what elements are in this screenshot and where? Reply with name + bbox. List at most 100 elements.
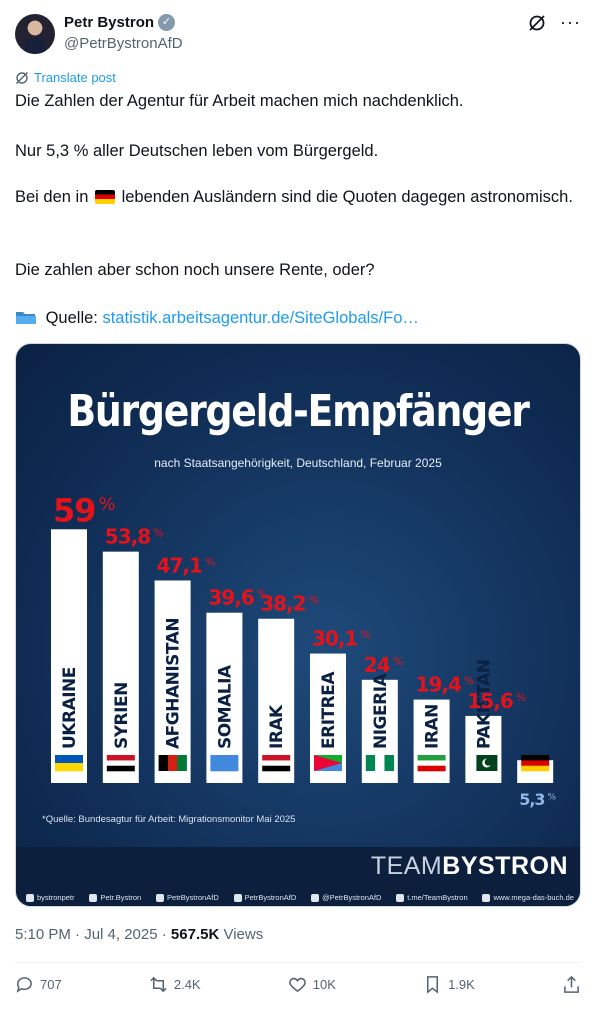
unit-label-afghanistan: % [205,555,215,568]
country-label-irak: IRAK [267,704,287,749]
country-label-ukraine: UKRAINE [60,667,80,749]
avatar[interactable] [15,14,55,54]
value-label-iran: 19,4 [416,673,461,697]
flag-irak-stripe-2 [262,765,291,772]
flag-afghanistan-stripe-1 [167,755,178,771]
paragraph3-after: lebenden Ausländern sind die Quoten dage… [121,188,573,206]
verified-badge-icon[interactable]: ✓ [158,14,176,31]
country-label-somalia: SOMALIA [215,664,235,749]
tweet-paragraph-1: Die Zahlen der Agentur für Arbeit machen… [15,92,464,110]
flag-irak-stripe-1 [262,760,291,767]
name-row: Petr Bystron ✓ [64,14,176,31]
share-button[interactable] [562,975,581,994]
bar-pakistan [465,715,502,783]
facebook-icon [26,893,34,902]
flag-nigeria-stripe-1 [375,755,385,771]
heart-icon [288,977,306,993]
bar-afghanistan [154,580,191,783]
views-count: 567.5K [170,926,220,943]
repost-button[interactable]: 2.4K [149,975,201,994]
reply-count: 707 [40,977,62,992]
flag-ukraine-stripe-0 [55,755,83,764]
social-telegram: t.me/TeamBystron [396,893,468,902]
value-label-ukraine: 59 [53,491,96,529]
unit-label-somalia: % [257,588,267,601]
flag-afghanistan-stripe-2 [177,755,187,771]
social-facebook: bystronpetr [26,893,75,902]
flag-deutschland-stripe-0 [521,755,550,761]
repost-icon [150,976,167,993]
divider-top [15,962,581,963]
handle[interactable]: @PetrBystronAfD [64,35,183,52]
instagram-icon [89,893,98,902]
book-icon [482,893,491,902]
action-bar: 707 2.4K 10K 1.9K [15,975,581,994]
value-label-nigeria: 24 [364,653,390,677]
unit-label-eritrea: % [360,629,370,642]
translate-label[interactable]: Translate post [34,70,116,85]
source-label: Quelle: [45,309,98,327]
tweet-paragraph-3: Bei den in lebenden Ausländern sind die … [15,186,575,209]
flag-pakistan-white [469,755,477,771]
unit-label-nigeria: % [393,655,403,668]
tiktok-icon [311,893,320,902]
flag-ukraine-stripe-1 [55,763,83,772]
media-image[interactable]: Bürgergeld-Empfänger nach Staatsangehöri… [15,343,581,907]
flag-eritrea-triangle [314,755,342,771]
bar-somalia [206,612,243,783]
chart-source-note: *Quelle: Bundesagtur für Arbeit: Migrati… [42,814,296,825]
brand-bold: BYSTRON [442,852,568,880]
value-label-somalia: 39,6 [208,586,253,610]
flag-nigeria-stripe-2 [384,755,395,771]
translate-post[interactable]: Translate post [15,70,116,85]
unit-label-deutschland: % [548,792,557,802]
social-x: PetrBystronAfD [156,893,219,902]
reply-icon [16,977,32,993]
tweet-paragraph-4: Die zahlen aber schon noch unsere Rente,… [15,261,375,279]
unit-label-syrien: % [153,527,163,540]
flag-deutschland-stripe-2 [521,765,550,772]
display-name[interactable]: Petr Bystron [64,14,155,31]
timestamp[interactable]: 5:10 PM · Jul 4, 2025 · [15,926,167,943]
bookmark-count: 1.9K [448,977,475,992]
flag-irak-stripe-0 [262,755,291,761]
value-label-pakistan: 15,6 [467,689,512,713]
chart-subtitle: nach Staatsangehörigkeit, Deutschland, F… [154,456,442,470]
country-label-afghanistan: AFGHANISTAN [164,618,184,749]
top-icons: ··· [528,12,581,33]
country-label-eritrea: ERITREA [319,671,339,749]
flag-iran-stripe-2 [417,765,446,772]
flag-pakistan-crescent-cut [484,758,493,766]
bookmark-button[interactable]: 1.9K [423,975,475,994]
country-label-syrien: SYRIEN [112,682,132,749]
unit-label-ukraine: % [99,494,116,515]
flag-syrien-stripe-0 [106,755,135,761]
grok-icon[interactable] [528,14,546,32]
flag-afghanistan-stripe-0 [158,755,169,771]
reply-button[interactable]: 707 [15,975,62,994]
repost-count: 2.4K [173,977,201,992]
bar-syrien [102,551,139,783]
value-label-afghanistan: 47,1 [157,553,202,577]
brand-light: TEAM [370,852,443,880]
x-icon [156,893,165,902]
value-label-irak: 38,2 [260,592,305,616]
flag-somalia-stripe-0 [210,755,239,772]
social-instagram: Petr.Bystron [89,893,141,902]
tweet-meta: 5:10 PM · Jul 4, 2025 · 567.5K Views [15,926,263,943]
flag-iran-stripe-1 [417,760,446,767]
tweet-source-line: Quelle: statistik.arbeitsagentur.de/Site… [15,307,575,330]
flag-syrien-stripe-1 [106,760,135,767]
more-icon[interactable]: ··· [560,12,581,32]
country-label-iran: IRAN [423,704,443,749]
source-link[interactable]: statistik.arbeitsagentur.de/SiteGlobals/… [102,309,419,327]
bar-ukraine [51,529,87,783]
flag-nigeria-stripe-0 [365,755,376,771]
social-book: www.mega-das-buch.de [482,893,574,902]
youtube-icon [233,893,242,902]
like-button[interactable]: 10K [288,975,336,994]
social-row: bystronpetr Petr.Bystron PetrBystronAfD … [26,893,574,902]
views-label: Views [223,926,264,943]
flag-iran-stripe-0 [417,755,446,761]
share-icon [564,975,579,993]
